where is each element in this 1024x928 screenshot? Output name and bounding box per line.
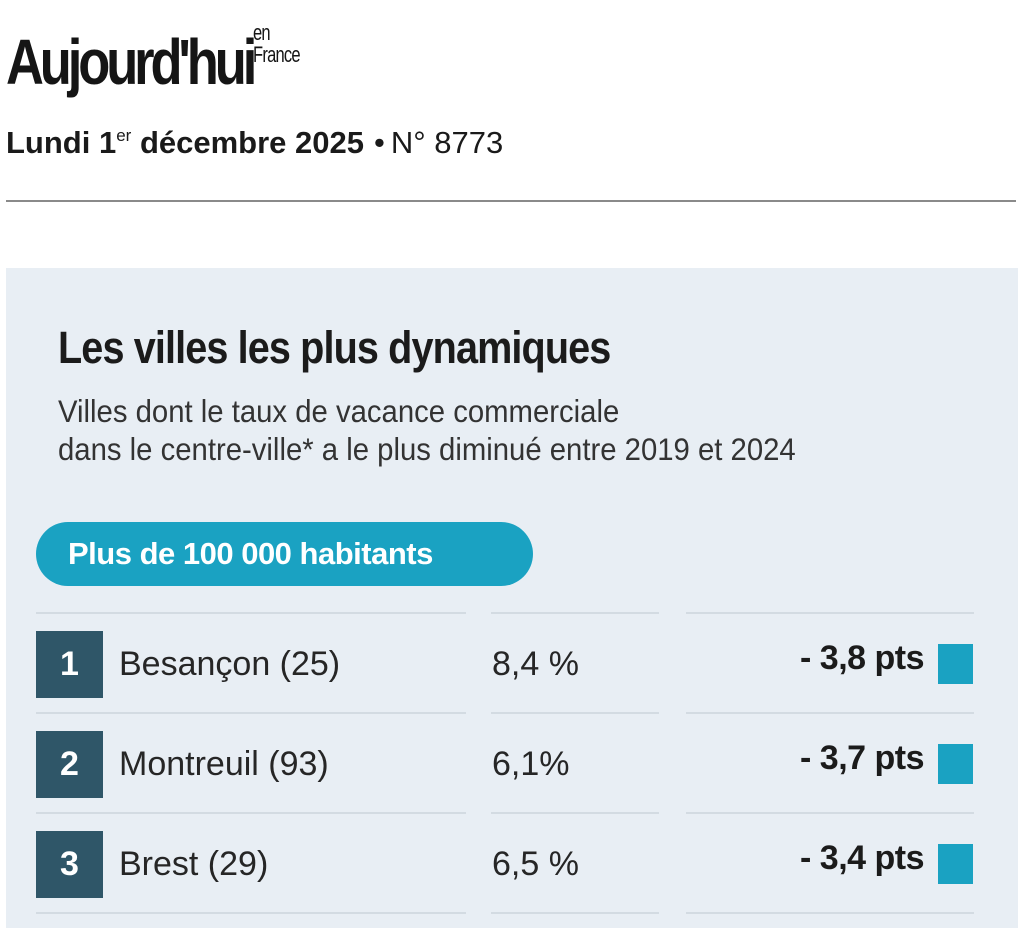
vacancy-rate: 8,4 % (492, 645, 579, 683)
date-ordinal: er (116, 126, 132, 145)
vacancy-rate: 6,1% (492, 745, 570, 783)
table-row: 1 Besançon (25) 8,4 % - 3,8 pts (6, 614, 1018, 714)
change-marker (938, 644, 973, 684)
table-divider (686, 812, 974, 814)
date-prefix: Lundi 1 (6, 125, 117, 160)
change-marker (938, 744, 973, 784)
subtitle-line-2: dans le centre-ville* a le plus diminué … (58, 431, 796, 467)
logo-subtitle: en France (253, 20, 301, 67)
issue-date: Lundi 1er décembre 2025 (6, 125, 364, 160)
vacancy-rate: 6,5 % (492, 845, 579, 883)
infographic-subtitle: Villes dont le taux de vacance commercia… (58, 392, 951, 468)
rank-badge: 2 (36, 731, 103, 798)
rate-change: - 3,7 pts (800, 739, 924, 777)
newspaper-logo: Aujourd'hui (6, 26, 257, 98)
table-row: 2 Montreuil (93) 6,1% - 3,7 pts (6, 714, 1018, 814)
masthead-divider (6, 200, 1016, 202)
city-name: Besançon (25) (119, 645, 341, 683)
table-divider (491, 912, 659, 914)
dateline: Lundi 1er décembre 2025 • N° 8773 (6, 114, 503, 165)
infographic-panel: Les villes les plus dynamiques Villes do… (6, 268, 1018, 928)
rank-badge: 3 (36, 831, 103, 898)
date-suffix: décembre 2025 (131, 125, 364, 160)
table-divider (36, 812, 466, 814)
logo-subtitle-line2: France (253, 42, 301, 67)
city-name: Brest (29) (119, 845, 269, 883)
category-pill: Plus de 100 000 habitants (36, 522, 533, 586)
table-divider (686, 912, 974, 914)
table-divider (36, 612, 466, 614)
rate-change: - 3,8 pts (800, 639, 924, 677)
infographic-title: Les villes les plus dynamiques (58, 322, 611, 373)
logo-subtitle-line1: en (253, 20, 271, 45)
subtitle-line-1: Villes dont le taux de vacance commercia… (58, 393, 620, 429)
city-name: Montreuil (93) (119, 745, 329, 783)
rate-change: - 3,4 pts (800, 839, 924, 877)
table-divider (36, 712, 466, 714)
table-divider (491, 812, 659, 814)
table-divider (491, 712, 659, 714)
table-divider (491, 612, 659, 614)
change-marker (938, 844, 973, 884)
dateline-separator: • (374, 125, 385, 160)
table-divider (686, 612, 974, 614)
table-divider (36, 912, 466, 914)
masthead: Aujourd'hui (6, 22, 307, 102)
rank-badge: 1 (36, 631, 103, 698)
table-row: 3 Brest (29) 6,5 % - 3,4 pts (6, 814, 1018, 914)
table-divider (686, 712, 974, 714)
issue-number: N° 8773 (390, 125, 504, 160)
